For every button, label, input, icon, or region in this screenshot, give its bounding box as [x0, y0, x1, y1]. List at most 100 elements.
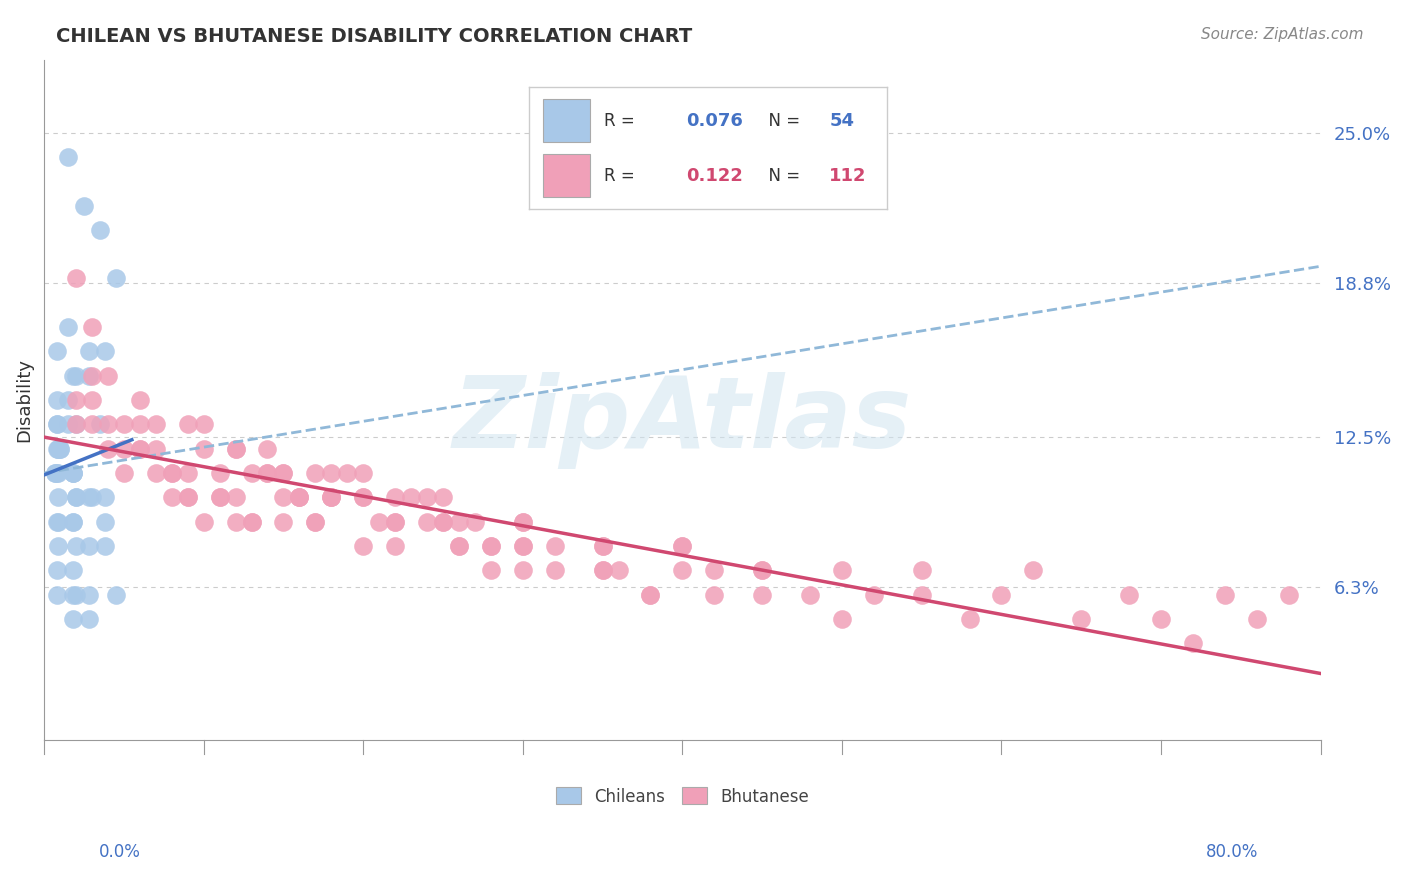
Point — [62, 612, 84, 626]
Point — [89, 417, 111, 432]
Point — [45, 344, 67, 359]
Point — [352, 491, 374, 505]
Point — [321, 491, 343, 505]
Point — [97, 442, 120, 456]
Point — [62, 563, 84, 577]
Point — [512, 539, 534, 553]
Point — [288, 491, 311, 505]
Point — [751, 563, 773, 577]
Point — [416, 515, 439, 529]
Point — [49, 442, 72, 456]
Point — [128, 392, 150, 407]
Point — [352, 466, 374, 480]
Point — [128, 417, 150, 432]
Point — [65, 392, 87, 407]
Point — [80, 417, 103, 432]
Point — [862, 588, 884, 602]
Point — [321, 491, 343, 505]
Point — [62, 466, 84, 480]
Point — [751, 563, 773, 577]
Point — [177, 466, 200, 480]
Point — [177, 491, 200, 505]
Point — [1181, 636, 1204, 650]
Point — [65, 491, 87, 505]
Point — [48, 442, 70, 456]
Point — [447, 539, 470, 553]
Point — [384, 515, 406, 529]
Point — [177, 417, 200, 432]
Point — [49, 442, 72, 456]
Point — [45, 417, 67, 432]
Point — [77, 612, 100, 626]
Point — [77, 344, 100, 359]
Point — [193, 417, 215, 432]
Point — [911, 563, 934, 577]
Point — [256, 466, 278, 480]
Point — [45, 515, 67, 529]
Point — [273, 515, 295, 529]
Point — [592, 539, 614, 553]
Point — [93, 539, 115, 553]
Point — [77, 368, 100, 383]
Point — [97, 417, 120, 432]
Point — [831, 612, 853, 626]
Text: CHILEAN VS BHUTANESE DISABILITY CORRELATION CHART: CHILEAN VS BHUTANESE DISABILITY CORRELAT… — [56, 27, 693, 45]
Point — [56, 150, 79, 164]
Point — [45, 466, 67, 480]
Point — [990, 588, 1012, 602]
Point — [447, 539, 470, 553]
Point — [48, 491, 70, 505]
Point — [56, 320, 79, 334]
Point — [112, 466, 135, 480]
Point — [225, 442, 247, 456]
Point — [48, 515, 70, 529]
Point — [65, 491, 87, 505]
Point — [399, 491, 422, 505]
Point — [321, 466, 343, 480]
Point — [45, 392, 67, 407]
Point — [352, 539, 374, 553]
Point — [80, 392, 103, 407]
Point — [45, 417, 67, 432]
Point — [671, 563, 693, 577]
Point — [93, 344, 115, 359]
Point — [45, 563, 67, 577]
Point — [177, 491, 200, 505]
Point — [703, 563, 725, 577]
Point — [225, 515, 247, 529]
Point — [464, 515, 486, 529]
Point — [65, 271, 87, 285]
Point — [56, 392, 79, 407]
Point — [208, 491, 231, 505]
Point — [479, 539, 502, 553]
Point — [77, 539, 100, 553]
Text: 80.0%: 80.0% — [1206, 843, 1258, 861]
Point — [48, 539, 70, 553]
Point — [512, 563, 534, 577]
Point — [479, 539, 502, 553]
Point — [65, 588, 87, 602]
Point — [208, 491, 231, 505]
Point — [45, 588, 67, 602]
Point — [65, 417, 87, 432]
Point — [304, 515, 326, 529]
Point — [368, 515, 391, 529]
Point — [640, 588, 662, 602]
Point — [1213, 588, 1236, 602]
Point — [447, 515, 470, 529]
Point — [1070, 612, 1092, 626]
Point — [89, 223, 111, 237]
Point — [1118, 588, 1140, 602]
Point — [65, 539, 87, 553]
Point — [93, 515, 115, 529]
Point — [512, 515, 534, 529]
Point — [62, 588, 84, 602]
Point — [97, 368, 120, 383]
Point — [77, 588, 100, 602]
Text: Source: ZipAtlas.com: Source: ZipAtlas.com — [1201, 27, 1364, 42]
Point — [240, 466, 263, 480]
Point — [1022, 563, 1045, 577]
Point — [225, 491, 247, 505]
Point — [193, 515, 215, 529]
Point — [145, 466, 167, 480]
